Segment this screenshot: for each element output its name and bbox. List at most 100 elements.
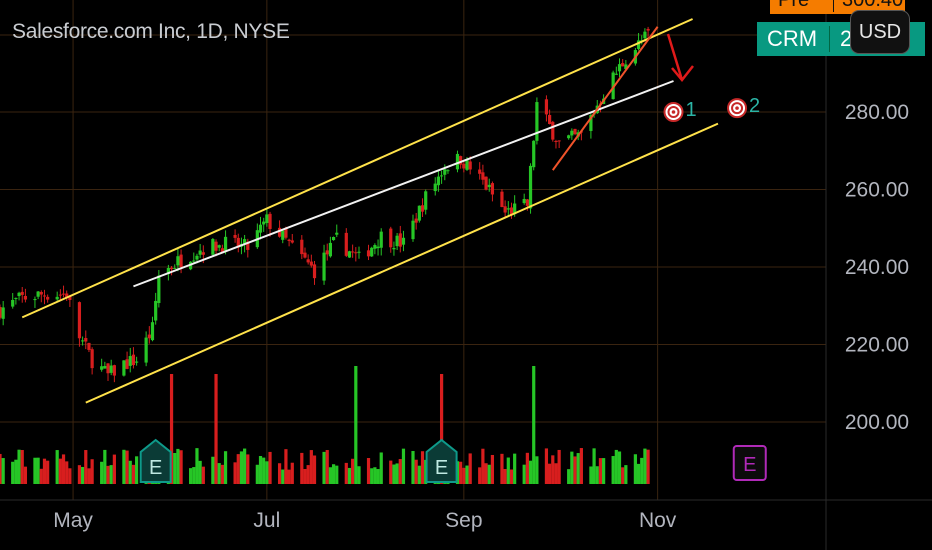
volume-bar	[195, 448, 199, 484]
candle-body	[468, 161, 472, 170]
earnings-badge: E	[139, 438, 172, 483]
volume-bar	[351, 458, 355, 484]
candle-body	[573, 128, 577, 135]
volume-bar	[236, 454, 240, 484]
candle-body	[322, 252, 326, 281]
candle-body	[309, 261, 313, 266]
volume-bar	[478, 467, 482, 484]
candle-body	[503, 206, 507, 213]
earnings-badge-box	[425, 438, 458, 483]
candle-body	[87, 342, 91, 350]
volume-bar	[106, 465, 110, 484]
candle-body	[395, 235, 399, 247]
target-icon: 2	[727, 95, 760, 119]
volume-bar	[484, 463, 488, 484]
candle-body	[20, 291, 24, 295]
currency-button[interactable]: USD	[850, 10, 910, 54]
candle-body	[554, 141, 558, 143]
price-tick-label: 280.00	[845, 101, 909, 124]
candle-body	[39, 291, 43, 295]
candle-body	[290, 240, 294, 243]
candle-body	[14, 297, 18, 299]
volume-bar	[331, 464, 336, 484]
volume-bar	[265, 461, 269, 484]
candle-body	[61, 293, 66, 295]
volume-bar	[201, 466, 205, 484]
earnings-badge: E	[425, 438, 458, 483]
candle-body	[351, 251, 355, 253]
candle-body	[487, 184, 491, 188]
volume-bar	[513, 453, 517, 484]
candle-body	[551, 121, 555, 140]
volume-bar	[468, 453, 472, 484]
target-ring	[667, 106, 680, 118]
candle-body	[46, 296, 50, 300]
candle-body	[33, 299, 37, 301]
candle-body	[268, 213, 272, 229]
candle-body	[42, 295, 47, 297]
volume-bar	[414, 459, 418, 484]
candle-body	[258, 224, 263, 233]
down-arrow	[666, 33, 694, 82]
candle-body	[548, 114, 552, 124]
volume-bar	[370, 468, 374, 484]
candle-body	[465, 159, 469, 170]
volume-bar	[179, 450, 183, 484]
candle-body	[1, 307, 5, 319]
candle-body	[131, 354, 136, 366]
candle-body	[376, 246, 380, 249]
candle-body	[325, 250, 329, 255]
candle-body	[589, 115, 593, 132]
candle-body	[287, 239, 291, 241]
volume-bar	[84, 450, 88, 484]
candle-body	[81, 340, 85, 342]
volume-bar	[376, 469, 380, 484]
volume-bar	[135, 456, 139, 484]
volume-bar	[281, 469, 285, 484]
candle-body	[436, 176, 441, 186]
candle-body	[392, 248, 396, 250]
volume-bar	[65, 461, 69, 484]
time-axis[interactable]: May Jul Sep Nov	[53, 509, 677, 532]
candle-body	[243, 239, 247, 245]
volume-bar	[544, 448, 549, 484]
volume-bar	[481, 448, 485, 484]
target-dot	[735, 106, 739, 110]
volume-bar	[522, 464, 526, 484]
channel-upper-line	[21, 18, 693, 319]
volume-bar	[14, 459, 18, 484]
time-tick-label: Jul	[253, 509, 280, 532]
candle-body	[265, 214, 269, 224]
candle-body	[411, 220, 415, 240]
candle-body	[173, 267, 177, 269]
candle-body	[195, 255, 199, 260]
candle-body	[154, 300, 158, 321]
candle-body	[0, 307, 2, 318]
candle-body	[112, 365, 116, 376]
volume-bar	[61, 454, 66, 484]
candle-body	[11, 299, 15, 307]
volume-bar	[309, 450, 313, 484]
volume-bar	[617, 451, 622, 484]
volume-bar	[42, 458, 47, 484]
volume-bar	[58, 458, 62, 484]
candle-body	[624, 64, 628, 70]
volume-bar	[189, 468, 193, 484]
volume-bars	[0, 366, 650, 484]
candle-body	[357, 251, 361, 253]
volume-bar	[100, 461, 104, 484]
volume-bar	[36, 457, 40, 484]
price-tick-label: 260.00	[845, 179, 909, 202]
volume-bar	[33, 457, 37, 484]
candle-body	[401, 237, 406, 245]
earnings-badge-label: E	[149, 457, 162, 479]
volume-bar	[462, 467, 466, 484]
candle-body	[144, 337, 148, 363]
candle-body	[169, 267, 174, 270]
volume-bar	[373, 467, 377, 484]
volume-bar	[557, 449, 561, 484]
price-axis[interactable]: 280.00 260.00 240.00 220.00 200.00	[845, 101, 909, 434]
rising-wedge-line	[551, 26, 659, 171]
